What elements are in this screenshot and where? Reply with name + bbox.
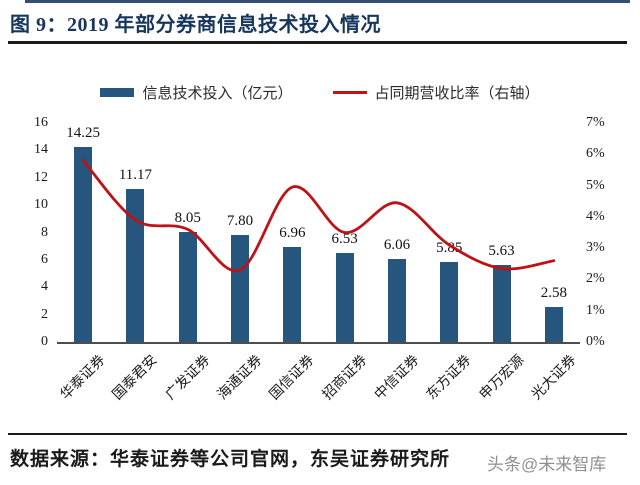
left-axis-tick-label: 8: [41, 224, 48, 240]
left-axis-tick-label: 10: [34, 197, 48, 213]
data-source-note: 数据来源：华泰证券等公司官网，东吴证券研究所: [10, 449, 451, 470]
x-axis-label-光大证券: 光大证券: [529, 352, 580, 404]
x-axis-label-广发证券: 广发证券: [162, 352, 214, 404]
bar-广发证券: [178, 231, 197, 342]
bar-value-label: 8.05: [174, 209, 201, 226]
right-axis-tick-label: 6%: [586, 146, 605, 162]
bar-value-label: 6.96: [279, 224, 306, 241]
left-axis-tick-label: 4: [41, 279, 48, 295]
x-axis-label-申万宏源: 申万宏源: [476, 352, 527, 404]
legend-item-line-series: 占同期营收比率（右轴）: [332, 82, 540, 103]
bar-value-label: 11.17: [118, 167, 153, 184]
right-axis-tick-label: 5%: [586, 177, 605, 193]
legend-label-line-series: 占同期营收比率（右轴）: [374, 86, 540, 102]
page-title: 图 9：2019 年部分券商信息技术投入情况: [10, 14, 381, 36]
right-axis-tick-label: 2%: [586, 271, 605, 287]
title-divider: [8, 41, 627, 44]
top-accent-bar: [25, 0, 630, 3]
footer-divider: [8, 433, 627, 435]
bar-value-label: 5.85: [436, 239, 463, 256]
bar-招商证券: [335, 252, 354, 342]
watermark-label: 头条@未来智库: [487, 455, 607, 474]
bar-value-label: 2.58: [540, 284, 567, 301]
right-axis-tick-label: 3%: [586, 240, 605, 256]
legend-item-bar-series: 信息技术投入（亿元）: [100, 82, 293, 103]
x-axis-label-东方证券: 东方证券: [424, 352, 475, 404]
x-axis-line: [57, 342, 580, 344]
right-axis-tick-label: 1%: [586, 302, 605, 318]
x-axis-label-国泰君安: 国泰君安: [110, 352, 161, 404]
bar-value-label: 6.53: [331, 230, 358, 247]
bar-中信证券: [387, 259, 406, 342]
bar-value-label: 7.80: [226, 213, 254, 230]
left-axis-tick-label: 16: [34, 115, 48, 130]
legend-label-bar-series: 信息技术投入（亿元）: [142, 86, 293, 102]
right-axis-tick-label: 4%: [586, 208, 605, 224]
left-axis-tick-label: 2: [41, 306, 48, 322]
bar-海通证券: [231, 235, 250, 342]
x-axis-label-海通证券: 海通证券: [215, 352, 266, 404]
bar-series-swatch-icon: [100, 88, 135, 97]
x-axis-label-华泰证券: 华泰证券: [58, 352, 109, 404]
x-axis-label-中信证券: 中信证券: [372, 352, 423, 404]
bar-申万宏源: [492, 264, 511, 342]
x-axis-label-招商证券: 招商证券: [319, 352, 371, 404]
bar-东方证券: [440, 261, 459, 342]
right-axis-tick-label: 0%: [586, 334, 605, 349]
x-axis-label-国信证券: 国信证券: [267, 352, 318, 404]
bar-国泰君安: [126, 189, 145, 342]
left-axis-tick-label: 6: [41, 251, 48, 267]
left-axis-tick-label: 0: [41, 334, 48, 349]
bar-value-label: 6.06: [383, 237, 411, 254]
bar-光大证券: [544, 306, 563, 342]
bar-华泰证券: [74, 146, 93, 342]
bar-value-label: 5.63: [488, 242, 515, 259]
bar-value-label: 14.25: [66, 124, 101, 141]
left-axis-tick-label: 14: [34, 142, 48, 158]
left-axis-tick-label: 12: [34, 169, 48, 185]
line-series-swatch-icon: [332, 91, 367, 94]
chart-legend: 信息技术投入（亿元） 占同期营收比率（右轴）: [0, 82, 640, 103]
bar-国信证券: [283, 246, 302, 342]
right-axis-tick-label: 7%: [586, 115, 605, 130]
